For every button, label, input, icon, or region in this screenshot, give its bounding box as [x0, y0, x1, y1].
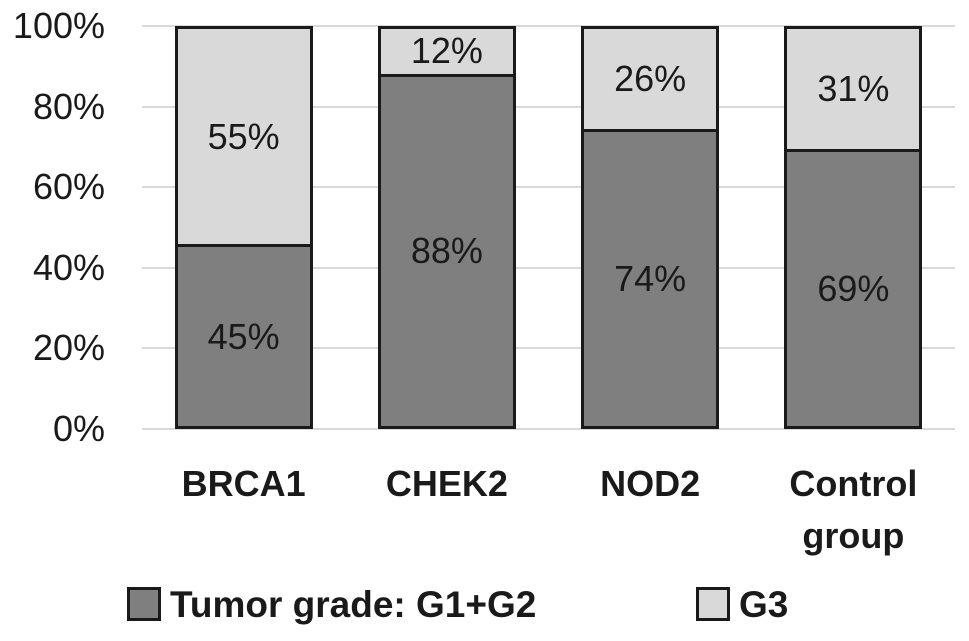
bar-chek2: 12% 88%: [377, 26, 516, 429]
gridline: [142, 25, 955, 27]
segment-g3: 26%: [584, 29, 717, 133]
legend-label: Tumor grade: G1+G2: [170, 583, 537, 625]
x-label-slot: NOD2: [549, 458, 752, 562]
data-label: 12%: [410, 30, 483, 72]
y-tick-label: 20%: [32, 327, 105, 369]
y-tick-label: 0%: [52, 408, 105, 449]
gridline: [142, 266, 955, 269]
gridline: [142, 186, 955, 189]
segment-g1-g2: 69%: [787, 152, 920, 426]
y-tick-label: 40%: [32, 246, 105, 288]
category-label: NOD2: [600, 463, 701, 504]
legend-item: G3: [696, 584, 788, 624]
bar-slot: 12% 88%: [345, 26, 548, 429]
segment-g3: 55%: [177, 29, 310, 248]
x-axis-labels: BRCA1 CHEK2 NOD2 Control group: [142, 458, 955, 562]
bar-slot: 31% 69%: [752, 26, 955, 429]
y-axis-labels: 0% 20% 40% 60% 80% 100%: [0, 5, 105, 449]
bars-layer: 55% 45% 12% 88% 26% 74% 31% 69%: [142, 26, 955, 429]
segment-g1-g2: 88%: [380, 76, 513, 426]
bar-slot: 26% 74%: [549, 26, 752, 429]
y-tick-label: 100%: [12, 5, 105, 46]
segment-g3: 12%: [380, 29, 513, 77]
x-label-slot: Control group: [752, 458, 955, 562]
bar-slot: 55% 45%: [142, 26, 345, 429]
legend-swatch-icon: [696, 587, 730, 621]
x-label-slot: BRCA1: [142, 458, 345, 562]
gridline: [142, 105, 955, 108]
data-label: 55%: [207, 115, 280, 157]
legend-item: Tumor grade: G1+G2: [127, 584, 536, 624]
data-label: 74%: [614, 258, 687, 300]
category-label: CHEK2: [385, 463, 508, 504]
bar-brca1: 55% 45%: [174, 26, 313, 429]
gridlines-layer: [142, 25, 955, 430]
y-tick-label: 80%: [32, 85, 105, 127]
x-label-slot: CHEK2: [345, 458, 548, 562]
data-label: 88%: [410, 230, 483, 272]
data-label: 69%: [817, 268, 890, 310]
data-label: 31%: [817, 68, 890, 110]
data-label: 45%: [207, 315, 280, 357]
gridline: [142, 347, 955, 350]
bar-nod2: 26% 74%: [581, 26, 720, 429]
gridline: [142, 428, 955, 430]
legend: Tumor grade: G1+G2 G3: [0, 584, 969, 628]
category-label: BRCA1: [181, 463, 306, 504]
legend-label: G3: [739, 583, 789, 625]
data-label: 26%: [614, 58, 687, 100]
bar-control-group: 31% 69%: [784, 26, 923, 429]
legend-swatch-icon: [127, 587, 161, 621]
category-label: Control group: [789, 463, 918, 556]
segment-g1-g2: 74%: [584, 132, 717, 426]
plot-area: 55% 45% 12% 88% 26% 74% 31% 69%: [142, 25, 955, 430]
segment-g3: 31%: [787, 29, 920, 153]
y-tick-label: 60%: [32, 166, 105, 208]
segment-g1-g2: 45%: [177, 247, 310, 426]
